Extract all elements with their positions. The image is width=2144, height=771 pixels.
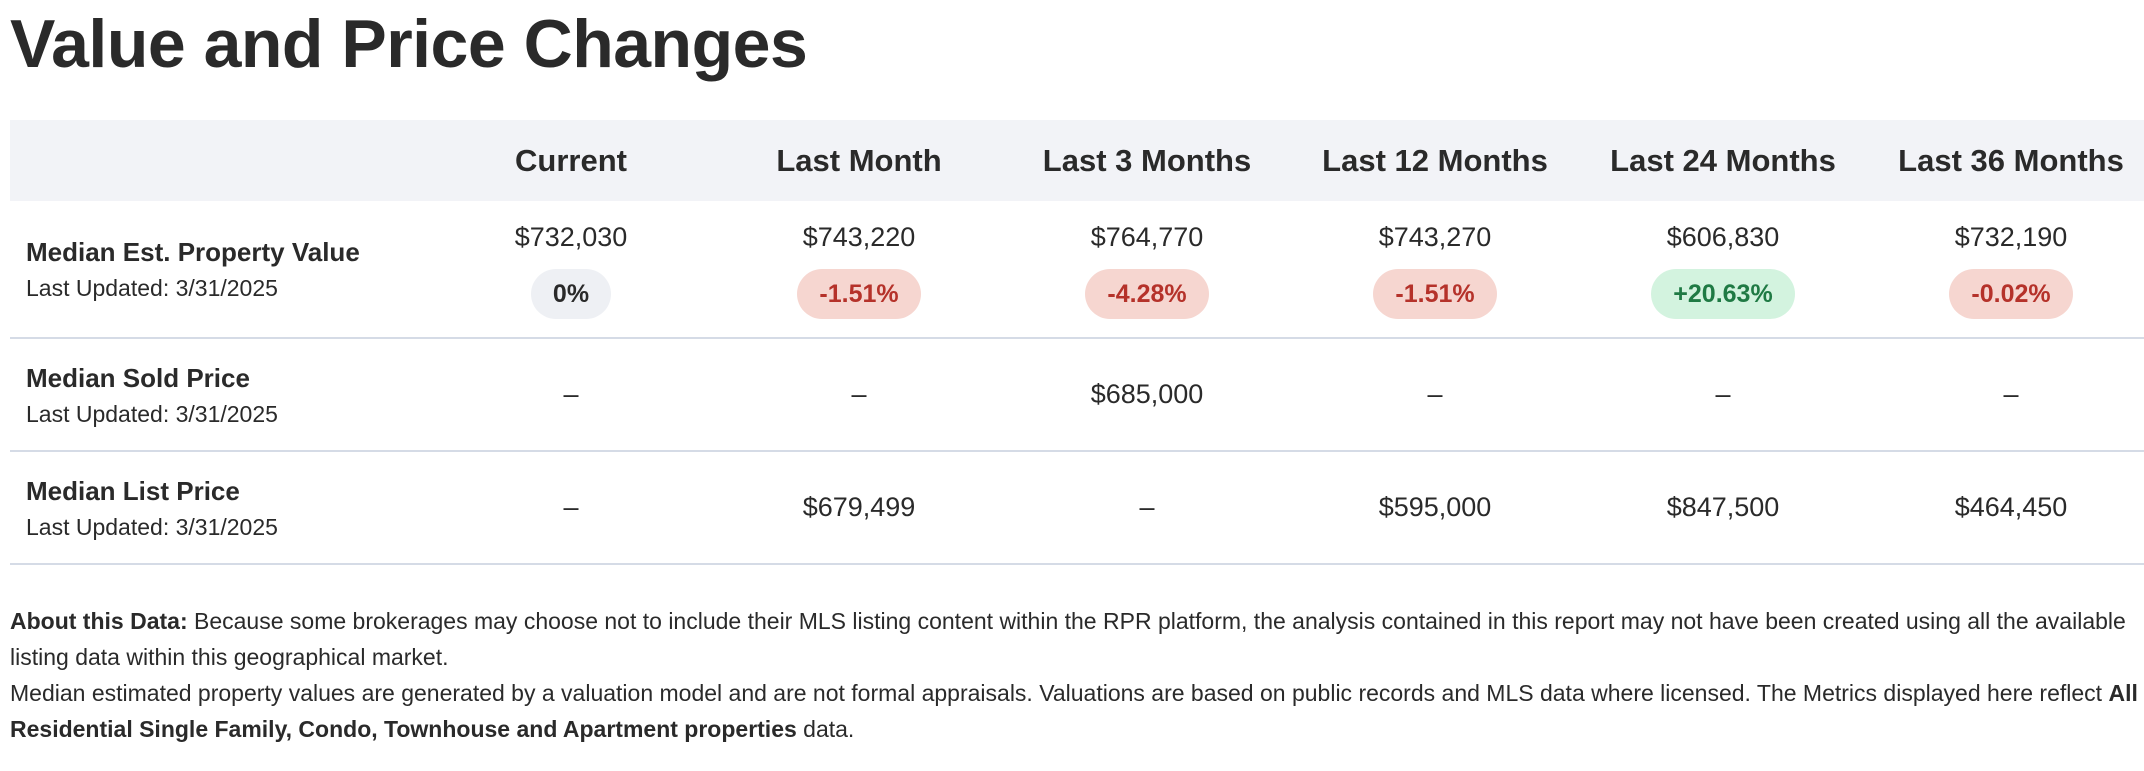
value-price-table: Current Last Month Last 3 Months Last 12… [10,120,2144,565]
valuation-text: Median estimated property values are gen… [10,680,2109,706]
table-row-median-sold-price: Median Sold Price Last Updated: 3/31/202… [10,339,2144,452]
value-cell: $743,220 -1.51% [715,219,1003,319]
row-last-updated: Last Updated: 3/31/2025 [26,513,278,540]
cell-value: $764,770 [1090,222,1204,252]
column-header-current: Current [515,142,627,178]
value-cell: – [563,492,579,522]
cell-value: $743,270 [1378,222,1492,252]
row-title: Median List Price [26,475,240,506]
data-disclaimer: About this Data: Because some brokerages… [10,603,2144,747]
row-label: Median Sold Price Last Updated: 3/31/202… [10,360,427,430]
value-cell: – [1139,492,1155,522]
value-cell: – [563,379,579,409]
value-cell: $464,450 [1954,492,2068,522]
value-cell: $606,830 +20.63% [1579,219,1867,319]
value-cell: $679,499 [802,492,916,522]
row-label: Median Est. Property Value Last Updated:… [10,234,427,304]
change-badge: -1.51% [797,269,921,319]
cell-value: $732,190 [1954,222,2068,252]
column-header-last-3-months: Last 3 Months [1042,142,1252,178]
value-cell: – [1427,379,1443,409]
cell-value: $743,220 [802,222,916,252]
about-paragraph: About this Data: Because some brokerages… [10,603,2144,675]
row-last-updated: Last Updated: 3/31/2025 [26,275,278,301]
value-cell: $764,770 -4.28% [1003,219,1291,319]
change-badge: 0% [530,269,612,319]
value-cell: – [1715,379,1731,409]
value-cell: $743,270 -1.51% [1291,219,1579,319]
change-badge: -4.28% [1085,269,1209,319]
row-title: Median Sold Price [26,362,250,393]
value-cell: $595,000 [1378,492,1492,522]
table-header: Current Last Month Last 3 Months Last 12… [10,120,2144,201]
change-badge: -0.02% [1949,269,2073,319]
value-cell: $732,190 -0.02% [1867,219,2144,319]
about-text: Because some brokerages may choose not t… [10,608,2126,670]
property-types: All Residential Single Family, Condo, To… [10,680,2138,742]
row-last-updated: Last Updated: 3/31/2025 [26,400,278,427]
table-row-median-list-price: Median List Price Last Updated: 3/31/202… [10,452,2144,565]
column-header-last-month: Last Month [776,142,942,178]
value-cell: – [851,379,867,409]
cell-value: $732,030 [514,222,628,252]
change-badge: +20.63% [1651,269,1795,319]
cell-value: $606,830 [1666,222,1780,252]
change-badge: -1.51% [1373,269,1497,319]
value-cell: $685,000 [1090,379,1204,409]
row-label: Median List Price Last Updated: 3/31/202… [10,473,427,543]
value-cell: $732,030 0% [427,219,715,319]
row-title: Median Est. Property Value [26,237,360,267]
column-header-last-12-months: Last 12 Months [1322,142,1548,178]
page-title: Value and Price Changes [10,6,808,82]
table-row-median-est-property-value: Median Est. Property Value Last Updated:… [10,201,2144,339]
valuation-paragraph: Median estimated property values are gen… [10,675,2144,747]
column-header-last-24-months: Last 24 Months [1610,142,1836,178]
value-cell: $847,500 [1666,492,1780,522]
column-header-last-36-months: Last 36 Months [1898,142,2124,178]
trailing-text: data. [796,716,855,742]
about-label: About this Data: [10,608,188,634]
value-cell: – [2003,379,2019,409]
